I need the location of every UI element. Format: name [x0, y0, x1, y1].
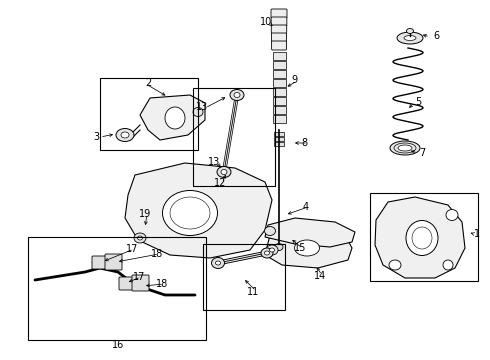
Polygon shape: [375, 197, 465, 278]
Ellipse shape: [404, 36, 416, 40]
Bar: [274, 142, 284, 146]
Text: 10: 10: [260, 17, 272, 27]
Bar: [272, 88, 286, 96]
FancyBboxPatch shape: [271, 17, 287, 26]
Polygon shape: [265, 218, 355, 247]
Ellipse shape: [221, 170, 227, 175]
Text: 9: 9: [291, 75, 297, 85]
Text: 6: 6: [433, 31, 439, 41]
Ellipse shape: [163, 190, 218, 235]
Ellipse shape: [216, 261, 220, 265]
Bar: [370, 193, 478, 281]
Ellipse shape: [443, 260, 453, 270]
Ellipse shape: [270, 248, 274, 252]
Polygon shape: [140, 95, 205, 140]
Bar: [272, 79, 286, 87]
Bar: [272, 61, 286, 69]
Text: 18: 18: [151, 249, 163, 259]
FancyBboxPatch shape: [271, 41, 286, 50]
Ellipse shape: [407, 28, 414, 33]
Ellipse shape: [397, 32, 423, 44]
Ellipse shape: [116, 129, 134, 141]
FancyBboxPatch shape: [132, 275, 149, 291]
Ellipse shape: [266, 245, 278, 255]
Text: 4: 4: [303, 202, 309, 212]
Ellipse shape: [134, 233, 146, 243]
Ellipse shape: [265, 226, 275, 235]
Bar: [272, 97, 286, 105]
Ellipse shape: [389, 260, 401, 270]
Text: 14: 14: [314, 271, 326, 281]
FancyBboxPatch shape: [92, 256, 106, 269]
FancyBboxPatch shape: [271, 25, 287, 34]
Text: 13: 13: [208, 157, 220, 167]
Bar: [274, 137, 284, 141]
Text: 17: 17: [126, 244, 138, 254]
Ellipse shape: [230, 90, 244, 100]
Text: 12: 12: [214, 178, 226, 188]
Bar: [100, 78, 198, 150]
FancyBboxPatch shape: [271, 9, 287, 18]
Ellipse shape: [294, 240, 319, 256]
Text: 7: 7: [419, 148, 425, 158]
Ellipse shape: [406, 220, 438, 256]
Bar: [28, 237, 206, 340]
Ellipse shape: [398, 145, 412, 151]
Ellipse shape: [390, 141, 420, 155]
Ellipse shape: [265, 251, 270, 255]
Text: 17: 17: [133, 272, 145, 282]
Ellipse shape: [261, 248, 273, 258]
Text: 1: 1: [474, 229, 480, 239]
Text: 16: 16: [112, 340, 124, 350]
Text: 15: 15: [294, 243, 306, 253]
Text: 5: 5: [415, 97, 421, 107]
Text: 3: 3: [93, 132, 99, 142]
Bar: [193, 88, 275, 186]
Text: 18: 18: [156, 279, 168, 289]
FancyBboxPatch shape: [271, 33, 287, 42]
Bar: [203, 244, 285, 310]
Bar: [272, 106, 286, 114]
Bar: [274, 132, 284, 136]
Text: 19: 19: [139, 209, 151, 219]
FancyBboxPatch shape: [119, 277, 133, 290]
Ellipse shape: [212, 257, 224, 269]
Ellipse shape: [193, 108, 203, 117]
Ellipse shape: [446, 210, 458, 220]
FancyBboxPatch shape: [105, 254, 122, 270]
Ellipse shape: [217, 166, 231, 177]
Bar: [272, 115, 286, 123]
Ellipse shape: [121, 132, 129, 138]
Text: 13: 13: [196, 102, 208, 112]
Text: 11: 11: [247, 287, 259, 297]
Ellipse shape: [234, 93, 240, 98]
Ellipse shape: [138, 236, 143, 240]
Bar: [272, 52, 286, 60]
Polygon shape: [265, 228, 352, 268]
Ellipse shape: [165, 107, 185, 129]
Ellipse shape: [275, 243, 283, 251]
Bar: [272, 70, 286, 78]
Text: 2: 2: [145, 78, 151, 88]
Polygon shape: [125, 163, 272, 258]
Text: 8: 8: [301, 138, 307, 148]
